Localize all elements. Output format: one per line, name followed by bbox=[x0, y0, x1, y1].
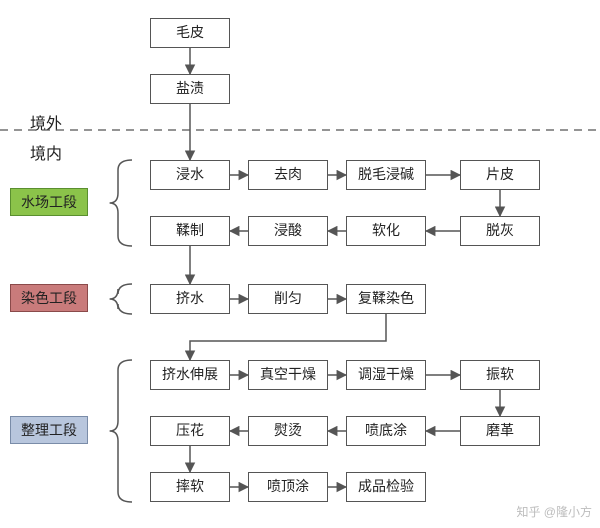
flow-node-deflesh: 去肉 bbox=[248, 160, 328, 190]
flow-node-label: 压花 bbox=[176, 423, 204, 438]
flow-node-vacdry: 真空干燥 bbox=[248, 360, 328, 390]
flow-node-emboss: 压花 bbox=[150, 416, 230, 446]
flow-node-label: 脱灰 bbox=[486, 223, 514, 238]
section-tag-finish-label: 整理工段 bbox=[21, 420, 77, 440]
flow-node-label: 喷顶涂 bbox=[267, 479, 309, 494]
flow-node-squeeze: 挤水 bbox=[150, 284, 230, 314]
flow-node-label: 毛皮 bbox=[176, 25, 204, 40]
flow-node-label: 调湿干燥 bbox=[358, 367, 414, 382]
flow-node-spray1: 喷底涂 bbox=[346, 416, 426, 446]
section-tag-water-label: 水场工段 bbox=[21, 192, 77, 212]
flow-node-stake: 振软 bbox=[460, 360, 540, 390]
flow-arrows-layer bbox=[0, 0, 600, 528]
flow-node-label: 挤水 bbox=[176, 291, 204, 306]
flow-node-label: 盐渍 bbox=[176, 81, 204, 96]
flow-node-label: 振软 bbox=[486, 367, 514, 382]
flow-node-buff: 磨革 bbox=[460, 416, 540, 446]
section-tag-dye-label: 染色工段 bbox=[21, 288, 77, 308]
flow-node-label: 复鞣染色 bbox=[358, 291, 414, 306]
flow-node-split: 片皮 bbox=[460, 160, 540, 190]
flow-node-shave: 削匀 bbox=[248, 284, 328, 314]
label-inside: 境内 bbox=[30, 140, 62, 164]
flow-node-label: 熨烫 bbox=[274, 423, 302, 438]
flow-node-label: 成品检验 bbox=[358, 479, 414, 494]
section-tag-finish: 整理工段 bbox=[10, 416, 88, 444]
flow-node-spray2: 喷顶涂 bbox=[248, 472, 328, 502]
flow-node-label: 脱毛浸碱 bbox=[358, 167, 414, 182]
flow-node-fur: 毛皮 bbox=[150, 18, 230, 48]
flow-node-inspect: 成品检验 bbox=[346, 472, 426, 502]
flow-node-label: 片皮 bbox=[486, 167, 514, 182]
flow-node-tan: 鞣制 bbox=[150, 216, 230, 246]
flow-node-retan: 复鞣染色 bbox=[346, 284, 426, 314]
flow-node-label: 喷底涂 bbox=[365, 423, 407, 438]
flow-node-label: 软化 bbox=[372, 223, 400, 238]
flow-node-stretch: 挤水伸展 bbox=[150, 360, 230, 390]
label-outside: 境外 bbox=[30, 110, 62, 134]
flow-node-pickle: 浸酸 bbox=[248, 216, 328, 246]
flowchart-stage: 水场工段 染色工段 整理工段 境外 境内 知乎 @隆小方 毛皮盐渍浸水 去肉 脱毛浸… bbox=[0, 0, 600, 528]
flow-node-soak: 浸水 bbox=[150, 160, 230, 190]
watermark: 知乎 @隆小方 bbox=[516, 503, 592, 520]
flow-node-dehair: 脱毛浸碱 bbox=[346, 160, 426, 190]
flow-node-iron: 熨烫 bbox=[248, 416, 328, 446]
flow-node-label: 挤水伸展 bbox=[162, 367, 218, 382]
flow-node-label: 削匀 bbox=[274, 291, 302, 306]
section-tag-dye: 染色工段 bbox=[10, 284, 88, 312]
flow-node-label: 真空干燥 bbox=[260, 367, 316, 382]
flow-node-conddry: 调湿干燥 bbox=[346, 360, 426, 390]
section-tag-water: 水场工段 bbox=[10, 188, 88, 216]
flow-node-label: 鞣制 bbox=[176, 223, 204, 238]
flow-node-label: 浸水 bbox=[176, 167, 204, 182]
flow-node-label: 去肉 bbox=[274, 167, 302, 182]
flow-node-mill: 摔软 bbox=[150, 472, 230, 502]
flow-node-delime: 脱灰 bbox=[460, 216, 540, 246]
flow-node-label: 浸酸 bbox=[274, 223, 302, 238]
flow-node-label: 磨革 bbox=[486, 423, 514, 438]
flow-node-salt: 盐渍 bbox=[150, 74, 230, 104]
flow-node-bate: 软化 bbox=[346, 216, 426, 246]
flow-node-label: 摔软 bbox=[176, 479, 204, 494]
